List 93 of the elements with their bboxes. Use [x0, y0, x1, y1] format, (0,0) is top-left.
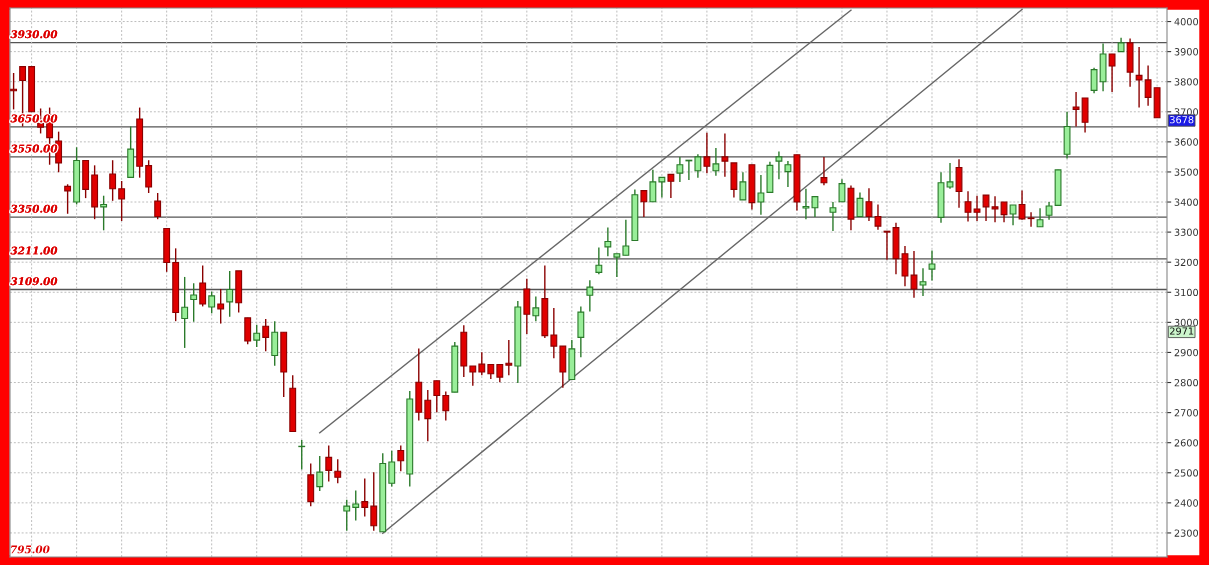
y-tick-label: 3000	[1174, 318, 1199, 327]
y-tick-label: 3700	[1174, 108, 1199, 116]
candlestick	[334, 458, 342, 484]
candlestick	[703, 132, 711, 174]
candlestick	[325, 444, 333, 483]
y-tick-label: 2600	[1174, 439, 1199, 447]
candlestick	[271, 320, 279, 367]
y-tick-label: 3800	[1174, 78, 1199, 86]
candlestick	[775, 150, 783, 180]
candlestick	[658, 176, 666, 199]
y-tick-label: 3600	[1174, 138, 1199, 146]
ref-line-label: 3930.00	[10, 30, 58, 39]
candlestick	[1018, 189, 1026, 221]
candlestick	[100, 195, 108, 232]
candlestick	[1027, 211, 1035, 228]
candlestick	[64, 183, 72, 215]
candlestick	[739, 171, 747, 201]
candlestick	[856, 191, 864, 218]
candlestick	[1108, 53, 1116, 93]
candlestick	[928, 249, 936, 282]
candlestick	[262, 318, 270, 352]
candlestick	[397, 444, 405, 472]
candlestick	[622, 219, 630, 256]
candlestick	[802, 188, 810, 220]
y-tick-label: 3200	[1174, 258, 1199, 267]
y-tick-label: 3900	[1174, 48, 1199, 56]
candlestick	[784, 160, 792, 188]
candlestick	[757, 174, 765, 216]
candlestick	[352, 489, 360, 522]
candlestick	[361, 477, 369, 518]
candlestick	[919, 267, 927, 297]
ref-line-label: 3109.00	[10, 277, 58, 286]
candlestick	[442, 390, 450, 422]
candlestick	[1135, 46, 1143, 109]
candlestick	[712, 147, 720, 177]
candlestick	[433, 380, 441, 413]
y-tick-label: 2800	[1174, 379, 1199, 387]
candlestick	[208, 290, 216, 315]
candlestick	[244, 317, 252, 346]
candlestick	[199, 264, 207, 308]
candlestick	[694, 153, 702, 179]
candlestick	[1036, 207, 1044, 228]
candlestick	[829, 201, 837, 232]
candlestick	[316, 455, 324, 492]
candlestick	[532, 295, 540, 322]
candlestick	[811, 195, 819, 218]
candlestick	[1009, 204, 1017, 226]
candlestick	[181, 276, 189, 349]
y-tick-label: 2900	[1174, 348, 1199, 357]
candlestick	[676, 156, 684, 183]
candlestick	[478, 351, 486, 376]
y-tick-label: 2700	[1174, 409, 1199, 417]
candlestick	[1072, 91, 1080, 128]
candlestick	[343, 499, 351, 532]
text: 2971	[1170, 327, 1194, 335]
y-tick-label: 3400	[1174, 198, 1199, 206]
candlestick	[667, 173, 675, 199]
y-tick-label: 3500	[1174, 168, 1199, 176]
candlestick	[640, 189, 648, 218]
candlestick	[721, 132, 729, 178]
candlestick	[424, 389, 432, 442]
annotation: 795.00	[11, 545, 50, 554]
y-tick-label: 2300	[1174, 529, 1199, 537]
candlestick	[190, 282, 198, 323]
y-tick-label: 2400	[1174, 499, 1199, 507]
candlestick	[145, 159, 153, 194]
y-tick-label: 3100	[1174, 288, 1199, 297]
candlestick	[550, 307, 558, 359]
candlestick	[154, 192, 162, 220]
text: 3678	[1170, 116, 1194, 124]
candlestick	[217, 288, 225, 325]
candlestick	[253, 324, 261, 348]
candlestick	[649, 169, 657, 203]
candlestick	[469, 365, 477, 387]
candlestick	[1090, 67, 1098, 94]
candlestick	[109, 159, 117, 202]
ref-line-label: 3350.00	[10, 204, 58, 213]
y-tick-label: 4000	[1174, 18, 1199, 26]
candlestick	[1144, 64, 1152, 107]
candlestick	[118, 180, 126, 222]
ref-line-label: 3211.00	[10, 246, 58, 255]
candlestick	[604, 226, 612, 257]
y-tick-label: 2500	[1174, 469, 1199, 477]
candlestick	[595, 246, 603, 275]
candlestick	[613, 253, 621, 278]
candlestick	[505, 339, 513, 376]
candlestick	[388, 450, 396, 488]
candlestick	[586, 279, 594, 313]
candlestick	[226, 270, 234, 318]
candlestick	[370, 471, 378, 532]
candlestick	[838, 178, 846, 203]
candlestick	[820, 156, 828, 186]
y-tick-label: 3300	[1174, 228, 1199, 236]
